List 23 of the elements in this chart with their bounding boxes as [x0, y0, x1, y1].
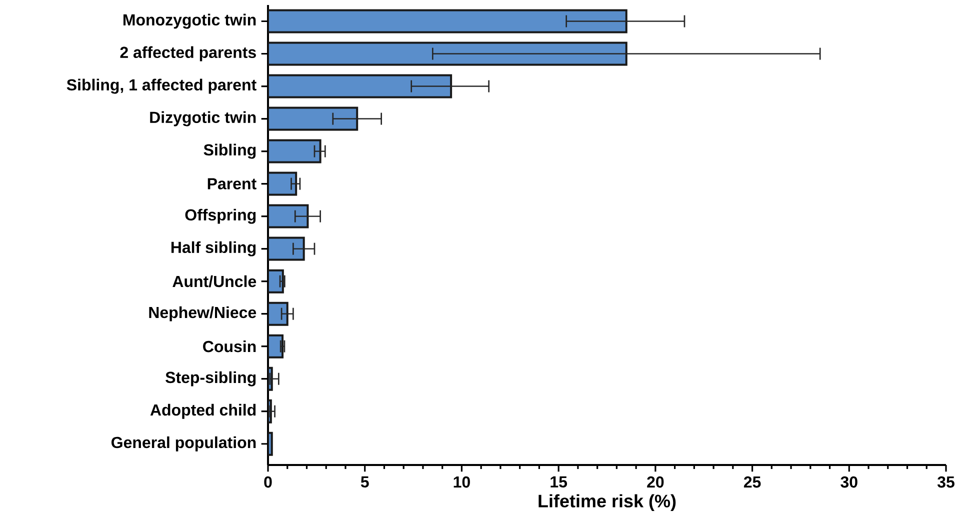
x-tick-label: 10: [454, 476, 470, 488]
y-tick-label: Step-sibling: [166, 371, 256, 386]
y-tick-label: Aunt/Uncle: [172, 275, 256, 288]
y-tick-label: Dizygotic twin: [150, 111, 256, 126]
x-tick-label: 5: [360, 476, 369, 488]
x-tick-label: 20: [647, 476, 664, 488]
x-tick-label: 35: [937, 476, 954, 488]
y-tick-label: Half sibling: [171, 241, 256, 256]
x-tick-label: 15: [550, 476, 568, 488]
y-tick-label: Offspring: [185, 208, 256, 224]
y-tick-label: Sibling: [204, 144, 256, 159]
x-tick-label: 30: [840, 476, 858, 488]
x-tick-label: 25: [744, 476, 761, 488]
y-tick-label: Cousin: [203, 340, 256, 352]
x-tick-label: 0: [264, 476, 272, 488]
y-tick-label: Monozygotic twin: [123, 14, 256, 29]
y-tick-label: Sibling, 1 affected parent: [66, 78, 256, 94]
x-axis-title: Lifetime risk (%): [538, 494, 676, 511]
y-tick-label: Nephew/Niece: [149, 306, 256, 322]
y-tick-label: General population: [111, 436, 256, 452]
y-tick-label: Adopted child: [150, 404, 256, 419]
y-tick-label: Parent: [208, 178, 256, 190]
y-tick-label: 2 affected parents: [120, 46, 256, 62]
